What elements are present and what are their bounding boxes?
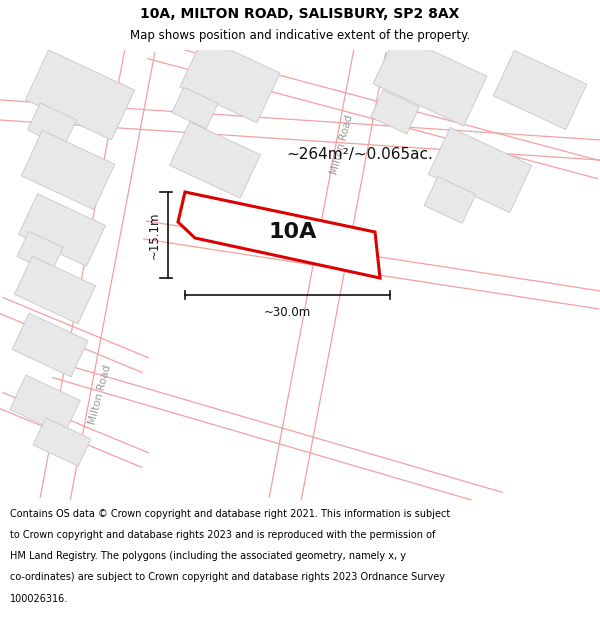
Text: ~30.0m: ~30.0m (264, 306, 311, 319)
Polygon shape (10, 375, 80, 435)
Text: to Crown copyright and database rights 2023 and is reproduced with the permissio: to Crown copyright and database rights 2… (10, 530, 435, 540)
Text: Contains OS data © Crown copyright and database right 2021. This information is : Contains OS data © Crown copyright and d… (10, 509, 450, 519)
Text: Milton Road: Milton Road (87, 364, 113, 426)
Polygon shape (17, 231, 63, 272)
Polygon shape (21, 131, 115, 209)
Text: ~264m²/~0.065ac.: ~264m²/~0.065ac. (287, 148, 433, 162)
Polygon shape (371, 90, 419, 134)
Polygon shape (180, 37, 280, 123)
Polygon shape (373, 34, 487, 126)
Polygon shape (12, 313, 88, 377)
Polygon shape (424, 177, 476, 223)
Text: co-ordinates) are subject to Crown copyright and database rights 2023 Ordnance S: co-ordinates) are subject to Crown copyr… (10, 572, 445, 582)
Polygon shape (172, 88, 218, 129)
Polygon shape (170, 122, 260, 198)
Text: HM Land Registry. The polygons (including the associated geometry, namely x, y: HM Land Registry. The polygons (includin… (10, 551, 406, 561)
Text: 100026316.: 100026316. (10, 594, 68, 604)
Text: ~15.1m: ~15.1m (148, 211, 161, 259)
Text: 10A: 10A (268, 222, 317, 243)
Text: Map shows position and indicative extent of the property.: Map shows position and indicative extent… (130, 29, 470, 42)
Polygon shape (25, 50, 134, 140)
Polygon shape (178, 192, 380, 278)
Polygon shape (33, 418, 91, 466)
Polygon shape (28, 103, 76, 147)
Polygon shape (493, 51, 587, 129)
Polygon shape (19, 194, 106, 266)
Text: Milton Road: Milton Road (329, 114, 355, 176)
Polygon shape (428, 127, 532, 212)
Text: 10A, MILTON ROAD, SALISBURY, SP2 8AX: 10A, MILTON ROAD, SALISBURY, SP2 8AX (140, 7, 460, 21)
Polygon shape (14, 256, 95, 324)
